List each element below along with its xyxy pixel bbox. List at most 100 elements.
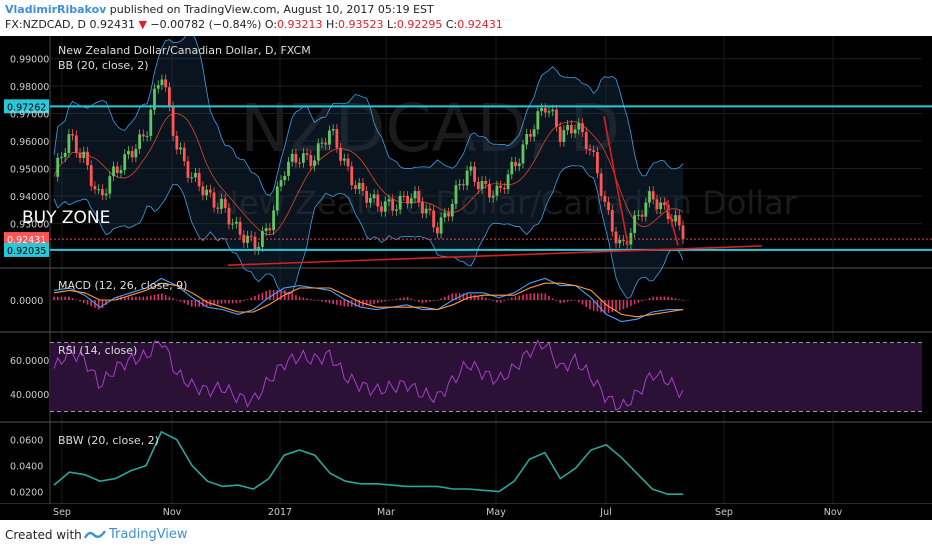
price-tick-label: 0.99000 xyxy=(10,55,49,66)
candle-body xyxy=(581,123,584,133)
candle-body xyxy=(205,189,208,196)
macd-histogram-bar xyxy=(369,300,372,305)
candle-body xyxy=(212,192,216,208)
rsi-panel xyxy=(50,338,922,412)
price-tick-label: 0.98000 xyxy=(10,82,49,93)
macd-histogram-bar xyxy=(391,299,394,301)
price-tag-box xyxy=(4,99,49,114)
author-name[interactable]: VladimirRibakov xyxy=(5,3,107,16)
open-value: 0.93213 xyxy=(277,18,323,31)
candle-body xyxy=(71,134,75,136)
buy-zone-annotation: BUY ZONE xyxy=(22,208,110,228)
macd-histogram-bar xyxy=(306,298,308,300)
candle-body xyxy=(592,150,596,152)
candle-body xyxy=(324,142,328,145)
macd-histogram-bar xyxy=(652,296,655,300)
candle-body xyxy=(197,172,201,187)
candle-body xyxy=(499,185,503,188)
low-label: L: xyxy=(387,18,397,31)
macd-histogram-bar xyxy=(164,295,167,300)
chart-canvas[interactable]: NZDCAD, D New Zealand Dollar/Canadian Do… xyxy=(0,36,932,520)
candle-body xyxy=(603,195,607,202)
candle-body xyxy=(78,152,82,159)
macd-line xyxy=(53,277,683,323)
macd-histogram-bar xyxy=(146,296,148,300)
candle-body xyxy=(387,199,391,202)
candle-body xyxy=(190,177,194,179)
macd-histogram-bar xyxy=(153,294,156,300)
macd-histogram-bar xyxy=(440,298,442,300)
macd-histogram-bar xyxy=(644,299,647,301)
macd-histogram-bar xyxy=(525,293,528,300)
candle-body xyxy=(633,215,637,233)
macd-histogram-bar xyxy=(71,298,74,300)
ohlc-line: FX:NZDCAD, D 0.92431 ▼ −0.00782 (−0.84%)… xyxy=(5,18,503,31)
macd-histogram-bar xyxy=(559,300,561,304)
macd-histogram-bar xyxy=(425,300,427,303)
macd-histogram-bar xyxy=(90,300,93,307)
candle-body xyxy=(514,161,517,167)
candle-body xyxy=(320,142,324,144)
candle-body xyxy=(595,151,599,174)
macd-histogram-bar xyxy=(663,296,666,300)
macd-histogram-bar xyxy=(492,300,494,301)
macd-histogram-bar xyxy=(600,300,602,313)
macd-histogram-bar xyxy=(630,300,632,307)
macd-histogram-bar xyxy=(656,296,658,300)
candle-body xyxy=(480,181,484,190)
close-label: C: xyxy=(445,18,458,31)
macd-histogram-bar xyxy=(105,300,107,305)
macd-histogram-bar xyxy=(633,300,636,305)
macd-histogram-bar xyxy=(678,299,681,300)
candle-body xyxy=(395,209,398,211)
macd-histogram-bar xyxy=(466,293,468,300)
tradingview-brand[interactable]: TradingView xyxy=(109,527,188,542)
macd-histogram-bar xyxy=(135,296,137,300)
candle-body xyxy=(97,189,101,191)
candle-body xyxy=(614,231,618,244)
candle-body xyxy=(167,87,171,107)
candle-body xyxy=(309,155,313,166)
time-tick-label: Sep xyxy=(53,507,71,518)
candle-body xyxy=(301,153,305,163)
candle-body xyxy=(402,195,406,197)
candle-body xyxy=(469,166,473,171)
macd-label: MACD (12, 26, close, 9) xyxy=(58,279,187,292)
macd-histogram-bar xyxy=(254,295,256,300)
candle-body xyxy=(428,208,432,211)
price-change: −0.00782 (−0.84%) xyxy=(150,18,262,31)
time-tick-label: 2017 xyxy=(268,507,292,518)
macd-histogram-bar xyxy=(496,300,498,303)
rsi-tick-label: 60.0000 xyxy=(10,356,49,367)
macd-histogram-bar xyxy=(529,293,532,300)
macd-histogram-bar xyxy=(97,300,100,310)
candle-body xyxy=(127,151,130,155)
macd-histogram-bar xyxy=(64,296,66,300)
bb-lower-band xyxy=(53,165,684,300)
high-value: 0.93523 xyxy=(338,18,384,31)
candle-body xyxy=(74,135,78,153)
candle-body xyxy=(283,175,287,181)
candle-body xyxy=(342,158,346,161)
macd-histogram-bar xyxy=(648,297,651,300)
candle-body xyxy=(677,215,681,226)
candle-body xyxy=(432,210,436,228)
down-arrow-icon: ▼ xyxy=(138,18,147,31)
candle-body xyxy=(447,212,450,217)
macd-histogram-bar xyxy=(321,300,323,302)
macd-histogram-bar xyxy=(336,300,338,305)
candle-body xyxy=(502,187,506,190)
candle-body xyxy=(547,111,551,113)
symbol-label: FX:NZDCAD, D xyxy=(5,18,86,31)
macd-histogram-bar xyxy=(637,300,640,303)
chart-background xyxy=(0,36,932,520)
high-label: H: xyxy=(326,18,339,31)
macd-histogram-bar xyxy=(462,293,465,300)
price-tick-label: 0.97000 xyxy=(10,110,49,121)
candle-body xyxy=(495,185,499,196)
macd-histogram-bar xyxy=(403,297,405,300)
candle-body xyxy=(350,166,354,186)
candle-body xyxy=(532,129,536,137)
created-with-label: Created with xyxy=(5,528,82,542)
candle-body xyxy=(141,134,145,137)
